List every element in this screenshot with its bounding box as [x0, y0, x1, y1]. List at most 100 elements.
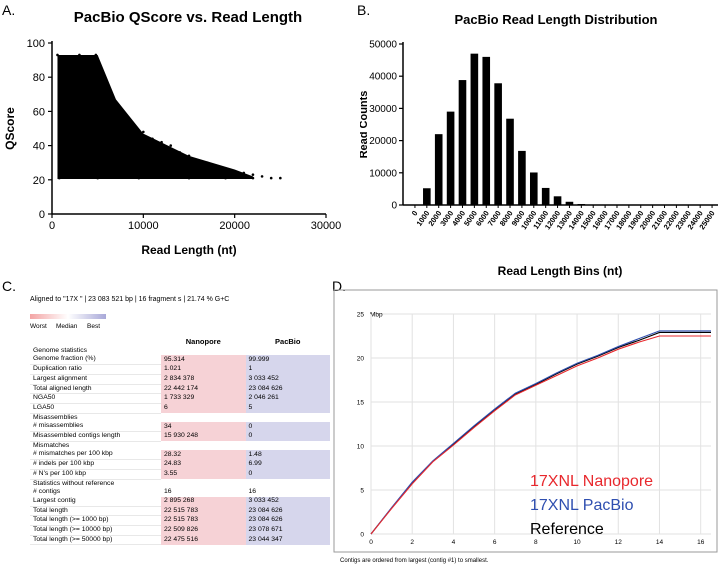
- y-tick-label: 15: [357, 400, 365, 407]
- x-tick-label: 6: [493, 539, 497, 546]
- row-label: Largest contig: [30, 496, 161, 507]
- table-header-row: Nanopore PacBio: [30, 337, 330, 347]
- y-tick-label: 20: [357, 356, 365, 363]
- row-label: Genome statistics: [33, 346, 88, 354]
- scatter-point: [132, 123, 136, 127]
- histogram-bar: [423, 188, 431, 205]
- pacbio-value: 23 044 347: [245, 535, 330, 545]
- histogram-bar: [553, 196, 562, 205]
- table-row: Largest contig 2 895 268 3 033 452: [30, 496, 330, 507]
- row-label: Total length (>= 1000 bp): [30, 515, 161, 527]
- y-tick-label: 10: [357, 444, 365, 451]
- nanopore-value: [161, 347, 246, 356]
- table-row: # N's per 100 kbp 3.55 0: [30, 469, 330, 480]
- scatter-point: [251, 176, 255, 180]
- y-tick-label: 20000: [369, 136, 397, 147]
- x-tick-label: 20000: [219, 220, 250, 232]
- y-tick-label: 20: [33, 175, 45, 187]
- scatter-point: [205, 161, 209, 164]
- pacbio-value: 0: [245, 431, 330, 442]
- pacbio-value: [246, 413, 330, 422]
- scatter-point: [160, 140, 163, 144]
- histogram-bar: [494, 83, 502, 205]
- nanopore-value: 34: [160, 422, 246, 432]
- row-label: # mismatches per 100 kbp: [30, 450, 161, 461]
- column-header-nanopore: Nanopore: [185, 337, 221, 346]
- pacbio-value: [246, 441, 330, 450]
- scatter-point: [151, 137, 154, 141]
- pacbio-value: 1.48: [245, 450, 330, 460]
- scatter-point: [260, 175, 264, 178]
- y-axis-label: QScore: [3, 107, 17, 150]
- nanopore-value: 22 442 174: [160, 384, 246, 394]
- x-tick-label: 0: [369, 539, 373, 546]
- series-line: [370, 330, 711, 535]
- series-line: [370, 335, 711, 535]
- histogram-bar: [446, 111, 455, 205]
- quast-report: Aligned to "17X " | 23 083 521 bp | 16 f…: [0, 286, 330, 564]
- row-label: Total length: [30, 506, 161, 517]
- nanopore-value: 95.314: [160, 355, 246, 365]
- pacbio-value: 23 084 626: [245, 384, 330, 394]
- scatter-point: [142, 130, 145, 134]
- histogram-bar: [541, 187, 550, 205]
- pacbio-value: 3 033 452: [245, 374, 330, 385]
- row-label: # N's per 100 kbp: [30, 469, 161, 480]
- chart-frame: [333, 289, 718, 553]
- scatter-point: [98, 75, 101, 79]
- x-tick-label: 2: [410, 539, 414, 546]
- table-row: # contigs 16 16: [30, 488, 330, 497]
- table-row: Total length (>= 1000 bp) 22 515 783 23 08…: [30, 515, 330, 527]
- scatter-point: [233, 169, 236, 173]
- pacbio-value: [246, 479, 330, 488]
- color-scale-bar: [30, 314, 106, 319]
- scatter-point: [251, 173, 255, 176]
- nanopore-value: 22 515 783: [160, 515, 246, 526]
- histogram-bar: [565, 201, 574, 205]
- histogram-bar: [482, 56, 491, 205]
- section-header-row: Statistics without reference: [30, 479, 330, 488]
- scatter-point: [56, 53, 59, 57]
- table-row: Total aligned length 22 442 174 23 084 626: [30, 384, 330, 395]
- x-axis-label: Read Length (nt): [141, 243, 236, 257]
- scatter-point: [123, 118, 127, 122]
- scatter-point: [196, 159, 200, 163]
- scatter-point: [61, 110, 65, 113]
- row-label: # indels per 100 kbp: [30, 459, 161, 470]
- row-label: # contigs: [33, 488, 61, 496]
- scatter-point: [215, 164, 218, 168]
- scatter-point: [269, 176, 273, 180]
- scatter-point: [58, 176, 61, 180]
- aligned-to-line: Aligned to "17X " | 23 083 521 bp | 16 f…: [30, 296, 230, 303]
- nanopore-value: 16: [163, 488, 172, 496]
- table-row: Misassembled contigs length 15 930 248 0: [30, 431, 330, 442]
- scatter-point: [224, 176, 227, 180]
- scatter-point: [137, 176, 141, 180]
- row-label: Mismatches: [33, 441, 70, 449]
- x-tick-label: 10: [573, 539, 581, 546]
- scatter-point: [68, 58, 72, 62]
- x-tick-label: 30000: [311, 220, 342, 232]
- nanopore-value: 2 834 378: [160, 374, 246, 385]
- scatter-point: [78, 53, 81, 57]
- scatter-point: [242, 171, 246, 175]
- row-label: Genome fraction (%): [30, 355, 161, 366]
- scatter-point: [224, 168, 227, 171]
- section-header-row: Mismatches: [30, 441, 330, 450]
- x-tick-label: 0: [410, 209, 420, 218]
- histogram-chart: PacBio Read Length Distribution010002000…: [360, 12, 718, 278]
- x-tick-label: 16: [697, 539, 705, 546]
- scatter-point: [87, 144, 90, 147]
- nanopore-value: 1.021: [160, 364, 246, 375]
- y-tick-label: 100: [27, 38, 45, 50]
- x-tick-label: 12: [615, 539, 623, 546]
- y-tick-label: 40: [33, 141, 45, 153]
- legend-entry: 17XNL PacBio: [530, 497, 634, 514]
- nanopore-value: 28.32: [160, 450, 246, 460]
- table-row: Total length (>= 10000 bp) 22 509 826 23 0…: [30, 525, 330, 536]
- panel-label-b: B.: [357, 2, 371, 18]
- y-unit-label: Mbp: [370, 312, 383, 319]
- pacbio-value: 23 078 671: [245, 525, 330, 536]
- y-tick-label: 60: [33, 106, 45, 118]
- scatter-point: [94, 53, 98, 57]
